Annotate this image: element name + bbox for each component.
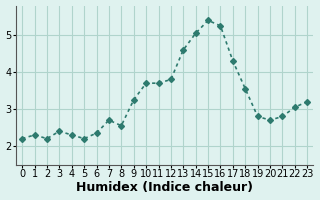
X-axis label: Humidex (Indice chaleur): Humidex (Indice chaleur) <box>76 181 253 194</box>
